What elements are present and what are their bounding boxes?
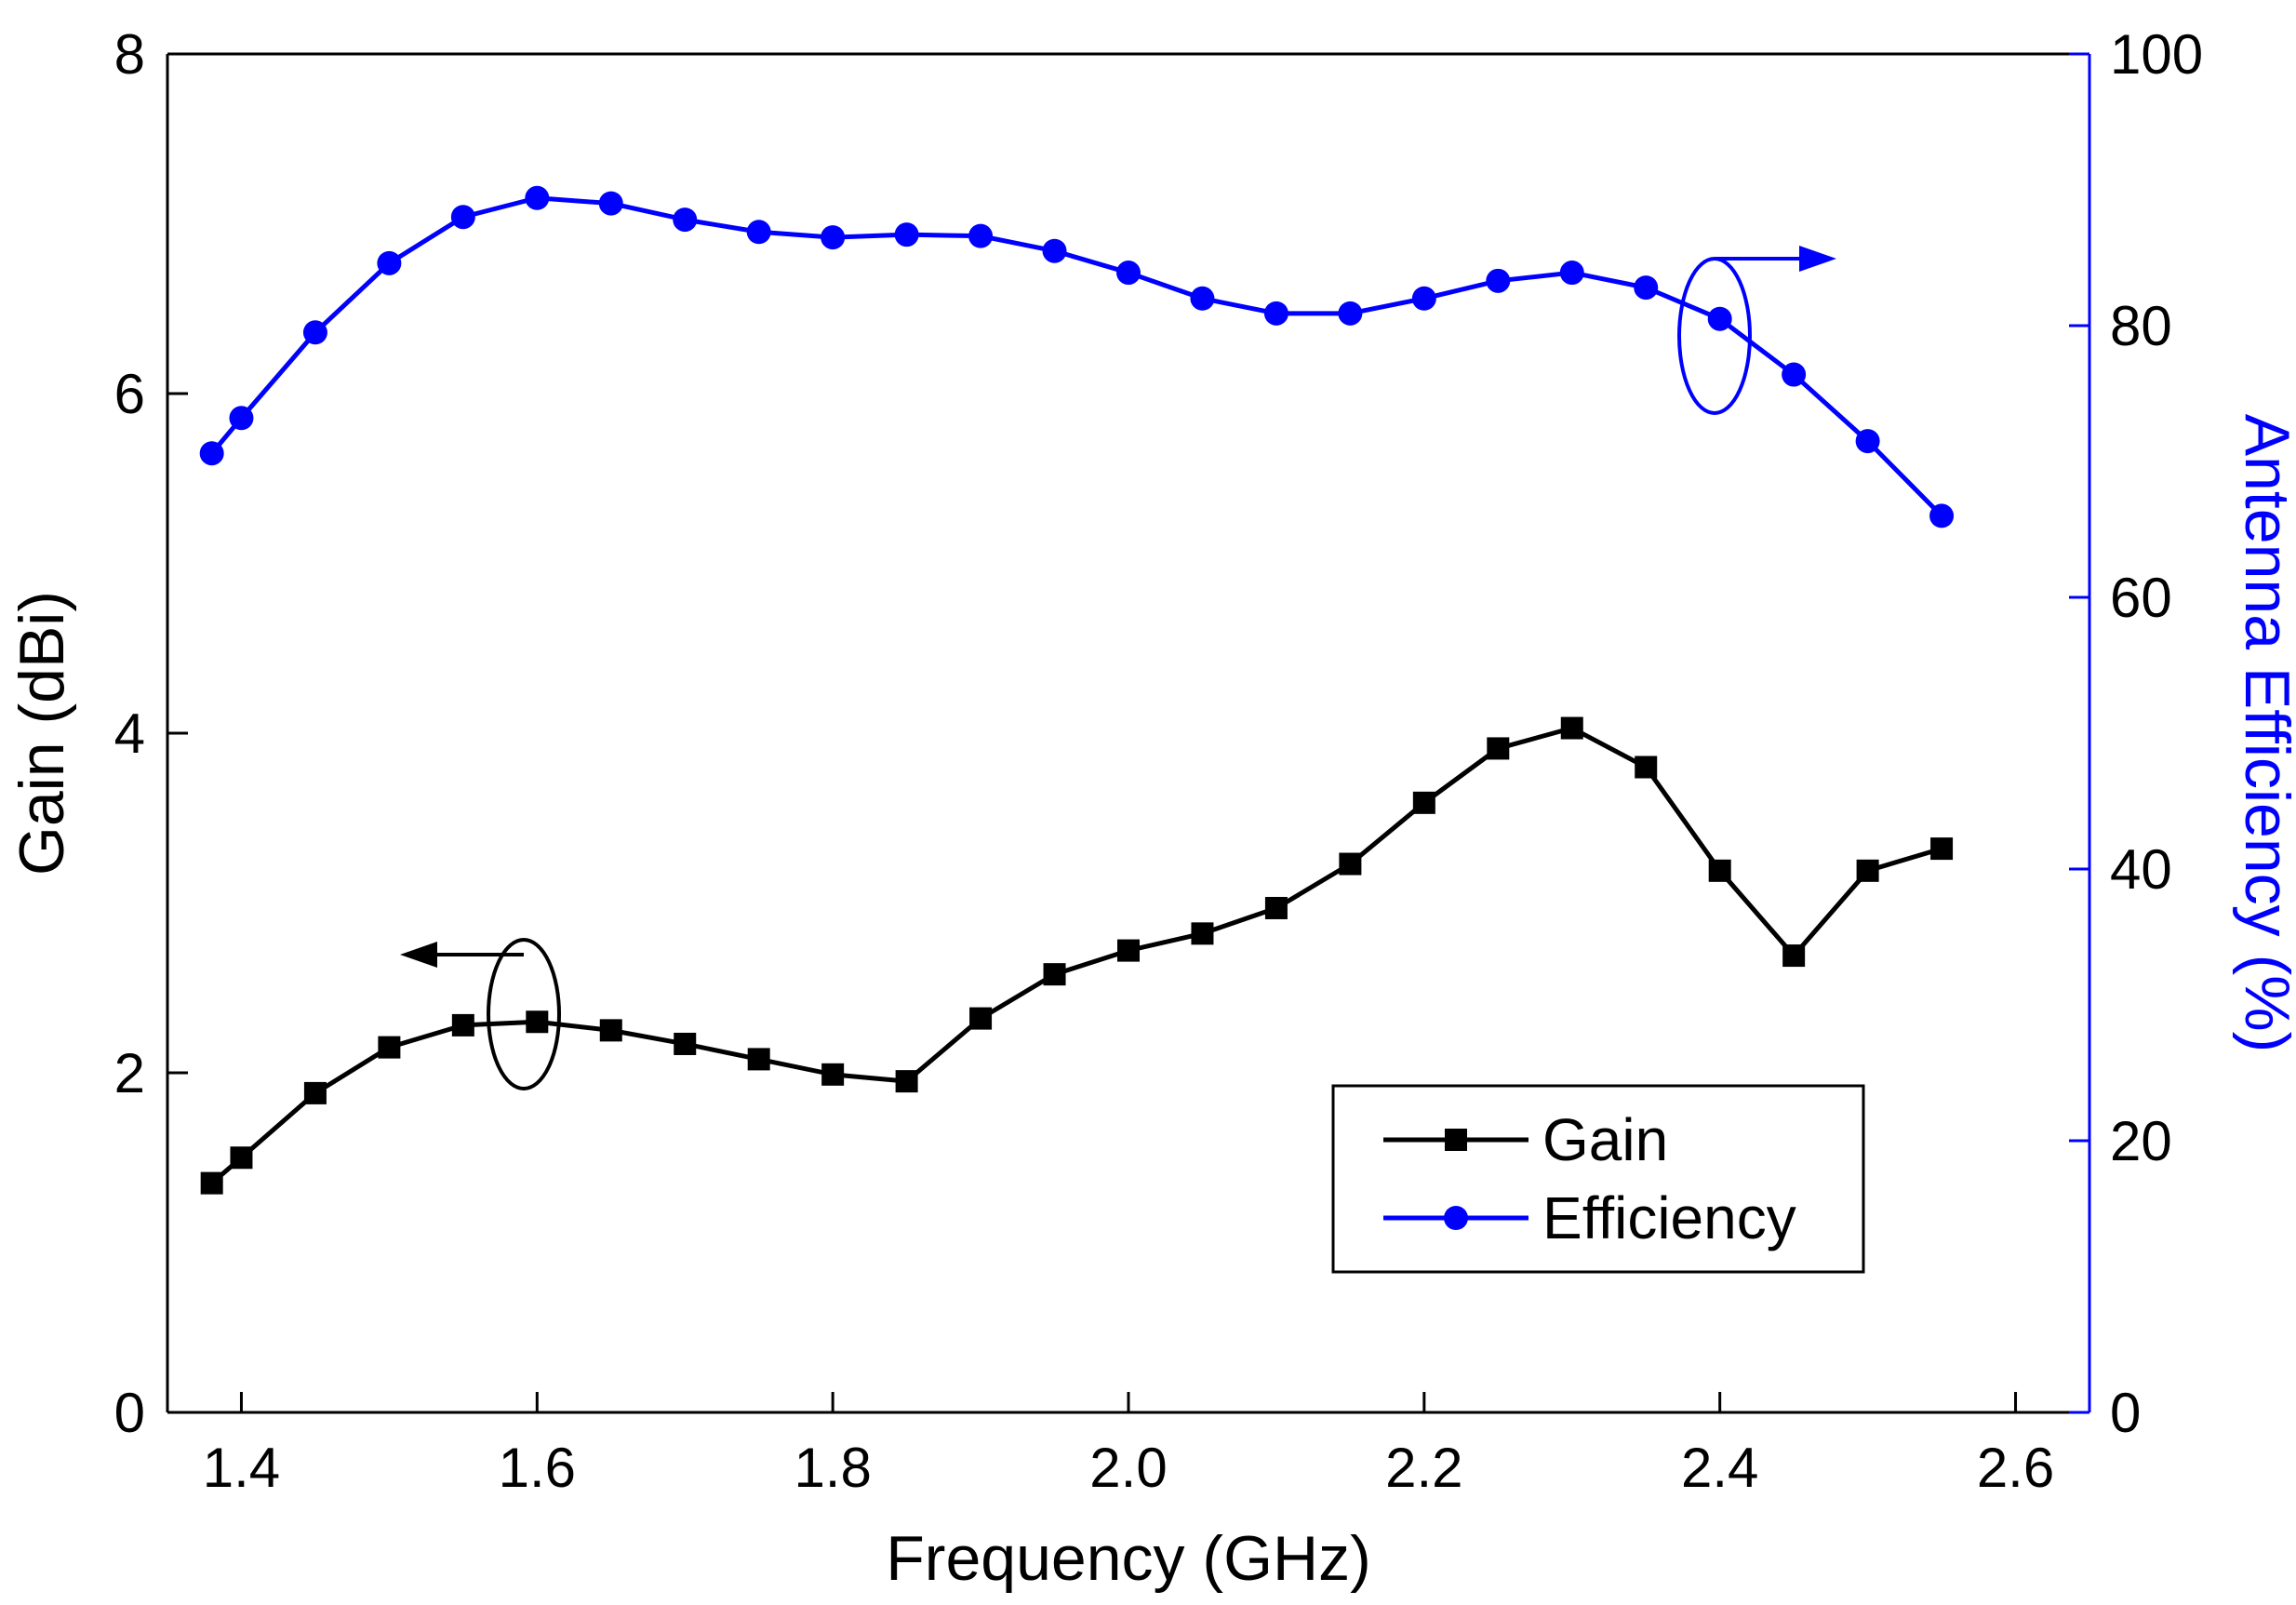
- efficiency-point-1: [229, 406, 254, 431]
- efficiency-point-9: [821, 225, 846, 250]
- efficiency-point-15: [1263, 301, 1288, 326]
- efficiency-annotation-arrowhead: [1799, 246, 1836, 272]
- efficiency-point-4: [450, 205, 475, 230]
- efficiency-point-10: [894, 222, 919, 247]
- x-axis-ticks: 1.4 1.6 1.8 2.0 2.2 2.4 2.6: [203, 1392, 2054, 1499]
- gain-point-1: [230, 1146, 253, 1170]
- gain-point-6: [599, 1019, 622, 1042]
- x-tick-label-2: 1.8: [794, 1437, 871, 1499]
- efficiency-point-6: [598, 191, 623, 216]
- gain-point-7: [674, 1032, 697, 1055]
- x-tick-label-4: 2.2: [1385, 1437, 1462, 1499]
- gain-point-14: [1191, 922, 1214, 945]
- efficiency-point-13: [1116, 261, 1141, 286]
- legend-efficiency-label: Efficiency: [1542, 1184, 1796, 1251]
- efficiency-point-14: [1190, 286, 1215, 311]
- efficiency-point-0: [199, 441, 224, 466]
- gain-point-21: [1708, 859, 1731, 882]
- x-tick-label-6: 2.6: [1977, 1437, 2054, 1499]
- efficiency-point-20: [1634, 275, 1659, 301]
- left-tick-label-1: 2: [114, 1042, 145, 1104]
- gain-annotation-ellipse: [487, 938, 561, 1090]
- left-axis-title: Gain (dBi): [7, 591, 77, 876]
- gain-point-8: [747, 1048, 770, 1071]
- gain-point-15: [1264, 896, 1288, 919]
- gain-point-4: [451, 1013, 474, 1037]
- gain-point-11: [969, 1007, 993, 1030]
- x-tick-label-5: 2.4: [1681, 1437, 1758, 1499]
- efficiency-point-5: [525, 185, 550, 210]
- efficiency-point-2: [302, 320, 327, 345]
- gain-point-5: [526, 1010, 549, 1034]
- efficiency-point-19: [1559, 261, 1584, 286]
- gain-series: [200, 716, 1954, 1195]
- left-tick-label-0: 0: [114, 1382, 145, 1444]
- efficiency-point-11: [968, 223, 994, 248]
- left-tick-label-4: 8: [114, 23, 145, 86]
- gain-point-19: [1560, 716, 1583, 740]
- legend-item-gain: Gain: [1383, 1106, 1668, 1173]
- gain-point-3: [378, 1036, 401, 1059]
- x-tick-label-1: 1.6: [499, 1437, 576, 1499]
- right-tick-label-1: 20: [2110, 1110, 2172, 1172]
- efficiency-series: [199, 185, 1955, 528]
- right-axis-title: Antenna Efficiency (%): [2232, 414, 2296, 1053]
- x-axis-title: Frequency (GHz): [886, 1523, 1370, 1594]
- efficiency-point-23: [1855, 429, 1880, 454]
- x-tick-label-3: 2.0: [1089, 1437, 1167, 1499]
- efficiency-point-16: [1338, 301, 1363, 326]
- right-tick-label-4: 80: [2110, 295, 2172, 357]
- gain-point-22: [1782, 944, 1806, 968]
- right-tick-label-2: 40: [2110, 838, 2172, 901]
- efficiency-point-12: [1042, 238, 1067, 263]
- gain-point-24: [1930, 837, 1954, 861]
- efficiency-point-24: [1929, 503, 1955, 528]
- right-tick-label-0: 0: [2110, 1382, 2141, 1444]
- legend-efficiency-marker: [1444, 1206, 1468, 1230]
- right-tick-label-5: 100: [2110, 23, 2203, 86]
- legend-box: [1331, 1084, 1865, 1274]
- gain-point-10: [895, 1070, 918, 1093]
- gain-point-0: [200, 1171, 223, 1195]
- efficiency-point-8: [746, 220, 771, 245]
- gain-axis-annotation: [400, 938, 561, 1090]
- legend: Gain Efficiency: [1331, 1084, 1865, 1274]
- gain-point-9: [821, 1063, 845, 1086]
- right-axis-ticks: 0 20 40 60 80 100: [2069, 23, 2203, 1444]
- efficiency-point-21: [1707, 306, 1732, 331]
- gain-point-12: [1043, 963, 1066, 986]
- efficiency-point-22: [1782, 362, 1807, 387]
- gain-annotation-arrowhead: [400, 942, 437, 968]
- right-tick-label-3: 60: [2110, 567, 2172, 629]
- legend-gain-marker: [1445, 1129, 1467, 1151]
- left-tick-label-2: 4: [114, 702, 145, 765]
- legend-gain-label: Gain: [1542, 1106, 1668, 1173]
- efficiency-point-3: [377, 250, 402, 275]
- gain-point-16: [1339, 852, 1362, 876]
- gain-point-23: [1856, 859, 1879, 882]
- efficiency-point-18: [1486, 268, 1511, 293]
- efficiency-point-17: [1411, 286, 1436, 311]
- left-axis-ticks: 0 2 4 6 8: [114, 23, 188, 1444]
- gain-point-2: [303, 1081, 327, 1104]
- efficiency-point-7: [673, 207, 698, 233]
- gain-point-18: [1487, 737, 1510, 760]
- left-tick-label-3: 6: [114, 363, 145, 425]
- x-tick-label-0: 1.4: [203, 1437, 280, 1499]
- gain-point-13: [1117, 939, 1140, 962]
- gain-point-17: [1412, 791, 1435, 814]
- legend-item-efficiency: Efficiency: [1383, 1184, 1796, 1251]
- gain-point-20: [1635, 756, 1658, 779]
- efficiency-axis-annotation: [1677, 246, 1836, 415]
